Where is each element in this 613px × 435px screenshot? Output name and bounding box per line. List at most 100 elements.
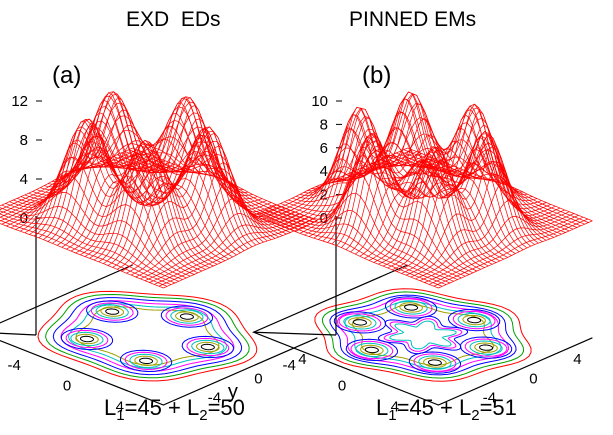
contour-peak bbox=[186, 337, 230, 357]
contour-peak bbox=[119, 349, 173, 373]
mesh-line bbox=[396, 133, 551, 272]
contour-group-b bbox=[314, 288, 532, 382]
contour-peak bbox=[124, 351, 168, 371]
contour-center bbox=[383, 318, 463, 352]
contour-peak bbox=[60, 327, 114, 351]
contour-peak bbox=[139, 357, 154, 364]
contour-peak bbox=[469, 340, 503, 355]
contour-peak bbox=[350, 340, 394, 360]
contour-peak bbox=[457, 312, 491, 328]
contour-peak bbox=[70, 331, 104, 347]
x-tick-label: -4 bbox=[283, 357, 296, 374]
mesh-line bbox=[158, 218, 313, 287]
mesh-line bbox=[276, 173, 462, 279]
left-caption: L1=45 + L2=50 bbox=[104, 395, 245, 424]
mesh-line bbox=[438, 220, 593, 289]
contour-peak bbox=[423, 357, 447, 368]
mesh-line bbox=[392, 154, 578, 228]
contour-peak bbox=[160, 305, 214, 328]
contour-ring bbox=[321, 291, 525, 379]
contour-peak bbox=[352, 319, 367, 326]
contour-peak bbox=[343, 315, 377, 330]
contour-peak bbox=[459, 336, 513, 359]
y-tick-label: 4 bbox=[298, 351, 306, 368]
contour-ring bbox=[37, 290, 258, 382]
contour-center bbox=[389, 320, 457, 350]
z-tick-label: 8 bbox=[320, 116, 328, 133]
mesh-line bbox=[140, 198, 295, 280]
contour-peak bbox=[413, 353, 457, 372]
contour-ring bbox=[67, 303, 227, 369]
contour-peak bbox=[360, 344, 384, 356]
contour-peak bbox=[105, 308, 120, 315]
contour-peak bbox=[474, 342, 498, 353]
mesh-line bbox=[98, 139, 253, 263]
floor-frame-a bbox=[0, 264, 318, 406]
mesh-line bbox=[399, 151, 585, 225]
x-tick-label: -4 bbox=[8, 357, 21, 374]
mesh-line bbox=[109, 126, 295, 232]
y-tick-label: -4 bbox=[208, 390, 221, 407]
z-tick-label: 10 bbox=[311, 93, 328, 110]
right-caption: L1=45 + L2=51 bbox=[376, 395, 517, 424]
contour-peak bbox=[179, 313, 194, 320]
z-tick-label: 4 bbox=[320, 163, 328, 180]
mesh-line bbox=[89, 151, 244, 259]
contour-peak bbox=[464, 338, 508, 357]
contour-peak bbox=[129, 353, 163, 369]
contour-peak bbox=[80, 335, 95, 343]
contour-peak bbox=[399, 302, 423, 313]
contour-peak bbox=[65, 329, 109, 349]
mesh-line bbox=[350, 105, 505, 253]
contour-peak bbox=[191, 339, 225, 355]
mesh-line bbox=[112, 127, 267, 268]
mesh-line bbox=[388, 149, 574, 230]
contour-peak bbox=[479, 344, 494, 351]
mesh-line bbox=[359, 110, 514, 257]
contour-peak bbox=[427, 359, 442, 366]
contour-ring bbox=[45, 293, 250, 379]
mesh-line bbox=[144, 213, 300, 282]
panel-label: (b) bbox=[362, 62, 391, 89]
mesh-line bbox=[349, 111, 535, 245]
contour-peak bbox=[408, 351, 462, 374]
mesh-line bbox=[101, 101, 287, 235]
mesh-line bbox=[70, 93, 257, 246]
mesh-line bbox=[405, 161, 561, 276]
x-tick-label: 0 bbox=[63, 378, 71, 395]
mesh-line bbox=[345, 127, 532, 247]
panel-label: (a) bbox=[52, 62, 81, 89]
contour-ring bbox=[314, 288, 532, 382]
mesh-line bbox=[59, 106, 245, 251]
y-tick-label: 0 bbox=[529, 370, 537, 387]
y-tick-label: -4 bbox=[483, 390, 496, 407]
contour-peak bbox=[462, 314, 486, 326]
contour-peak bbox=[394, 300, 428, 315]
contour-peak bbox=[338, 313, 382, 332]
contour-peak bbox=[165, 307, 209, 326]
contour-ring bbox=[52, 297, 243, 376]
mesh-line bbox=[429, 216, 584, 285]
z-tick-label: 6 bbox=[320, 140, 328, 157]
mesh-line bbox=[403, 149, 589, 223]
z-tick-label: 12 bbox=[11, 93, 28, 110]
contour-peak bbox=[467, 316, 482, 324]
contour-peak bbox=[195, 341, 220, 353]
mesh-line bbox=[334, 149, 520, 252]
contour-peak bbox=[75, 333, 99, 345]
contour-peak bbox=[95, 304, 129, 319]
z-tick-label: 2 bbox=[320, 187, 328, 204]
surface-mesh-b bbox=[253, 91, 593, 289]
contour-ring bbox=[75, 306, 220, 366]
surface-mesh-a bbox=[0, 91, 318, 289]
contour-peak bbox=[86, 300, 139, 323]
contour-peak bbox=[170, 309, 204, 324]
contour-peak bbox=[452, 310, 496, 330]
right-panel-title: PINNED EMs bbox=[349, 8, 477, 31]
mesh-line bbox=[126, 145, 281, 274]
mesh-line bbox=[149, 214, 304, 283]
x-tick-label: 4 bbox=[116, 398, 124, 415]
mesh-line bbox=[419, 213, 575, 282]
contour-center bbox=[377, 315, 469, 355]
